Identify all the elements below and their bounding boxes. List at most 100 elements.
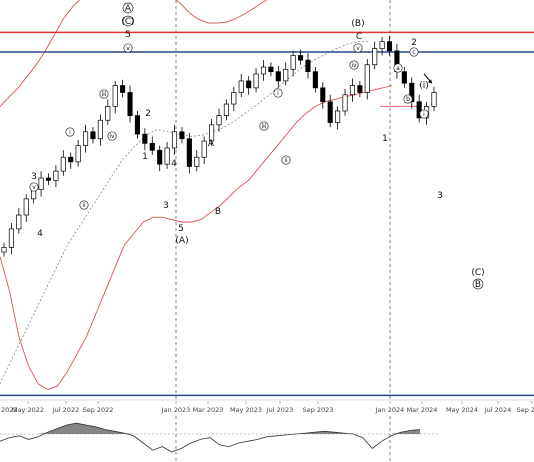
candle-body <box>379 41 385 49</box>
bollinger-bands <box>0 0 420 391</box>
candle-body <box>401 71 407 84</box>
candle-body <box>364 64 370 93</box>
wave-label-circle <box>349 60 359 70</box>
x-tick-label: Jan 2023 <box>161 406 191 414</box>
x-tick-label: Mar 2023 <box>193 406 224 414</box>
wave-label: v <box>126 45 130 52</box>
candle-body <box>134 115 140 135</box>
candle-body <box>8 228 14 248</box>
wave-label: i <box>277 90 279 97</box>
wave-label: v <box>356 45 360 52</box>
wave-label-circle <box>99 89 109 99</box>
candle-body <box>268 66 274 73</box>
wave-label: (B) <box>351 19 364 29</box>
wave-label: iii <box>261 123 266 130</box>
candle-body <box>246 80 252 89</box>
candle-body <box>83 131 89 147</box>
candle-body <box>68 156 74 163</box>
x-tick-label: Jul 2022 <box>52 406 79 414</box>
candle-body <box>305 59 311 73</box>
x-tick-label: May 2023 <box>230 406 262 414</box>
wave-label-circle <box>281 155 291 165</box>
x-tick-label: Sep 2022 <box>83 406 114 414</box>
candle-body <box>216 115 222 126</box>
wave-label: 4 <box>37 229 43 239</box>
wave-label-circle <box>403 94 413 104</box>
wave-label: (C) <box>471 268 484 278</box>
wave-label: 3 <box>437 191 443 201</box>
wave-label-circle <box>29 182 39 192</box>
wave-label: 5 <box>125 30 131 40</box>
candle-body <box>298 55 304 61</box>
candle-body <box>231 92 237 105</box>
upper-band-line <box>0 0 268 107</box>
wave-label: a <box>396 65 400 72</box>
candle-body <box>142 133 148 144</box>
wave-label: 2 <box>145 109 151 119</box>
candle-body <box>312 71 318 89</box>
candle-body <box>53 170 59 181</box>
x-tick-label: May 2022 <box>12 406 44 414</box>
wave-label: 2 <box>411 38 417 48</box>
candle-body <box>127 92 133 116</box>
candle-body <box>60 156 66 172</box>
candle-body <box>372 48 378 66</box>
candle-body <box>349 85 355 96</box>
moving-average-line <box>0 41 370 384</box>
candle-body <box>320 87 326 103</box>
x-tick-label: Jul 2024 <box>484 406 511 414</box>
wave-label-circle <box>259 121 269 131</box>
candle-body <box>409 82 415 103</box>
wave-label-circle <box>65 127 75 137</box>
candle-body <box>171 131 178 149</box>
oscillator-line <box>0 422 421 453</box>
candle-body <box>23 198 29 216</box>
wave-label: (C) <box>121 17 134 27</box>
wave-label: ii <box>82 202 86 209</box>
candle-body <box>201 140 207 158</box>
candle-body <box>38 177 44 190</box>
candle-body <box>1 247 7 253</box>
wave-label: (A) <box>175 236 188 246</box>
candle-body <box>120 85 126 93</box>
wave-label: iv <box>351 62 357 69</box>
wave-label: 3 <box>31 172 37 182</box>
candle-body <box>209 124 215 142</box>
candle-body <box>112 85 118 107</box>
x-tick-partial: 2022 <box>1 406 18 414</box>
candle-body <box>253 73 259 89</box>
wave-label: b <box>406 96 410 103</box>
candle-body <box>386 41 393 52</box>
candle-body <box>194 156 200 167</box>
candle-body <box>431 92 437 107</box>
wave-label: C <box>356 32 362 42</box>
projection-arrowhead <box>428 79 432 84</box>
x-tick-label: Sep 2024 <box>517 406 534 414</box>
x-tick-label: Mar 2024 <box>407 406 438 414</box>
wave-label-circle <box>393 63 403 73</box>
candle-body <box>186 138 192 167</box>
wave-labels: A(C)5v3v4iiiiivii21435(A)ABiiiiii(B)Cviv… <box>29 2 485 290</box>
wave-label: iii <box>101 91 106 98</box>
wave-label: B <box>215 207 221 217</box>
candle-body <box>75 145 81 163</box>
candle-body <box>157 149 163 165</box>
candle-body <box>90 131 96 140</box>
candle-body <box>260 66 267 75</box>
wave-label: A <box>208 139 215 149</box>
wave-label: v <box>32 184 36 191</box>
candle-body <box>238 80 244 93</box>
wave-label-circle <box>419 109 429 119</box>
candle-body <box>335 110 341 123</box>
wave-label: 4 <box>171 159 177 169</box>
candle-body <box>416 101 422 119</box>
candlestick-series <box>1 35 437 257</box>
candle-body <box>275 71 281 82</box>
x-tick-label: Jan 2024 <box>375 406 405 414</box>
wave-label-circle <box>409 47 419 57</box>
wave-label: B <box>475 280 481 290</box>
candle-body <box>223 103 229 116</box>
candle-body <box>105 106 111 121</box>
